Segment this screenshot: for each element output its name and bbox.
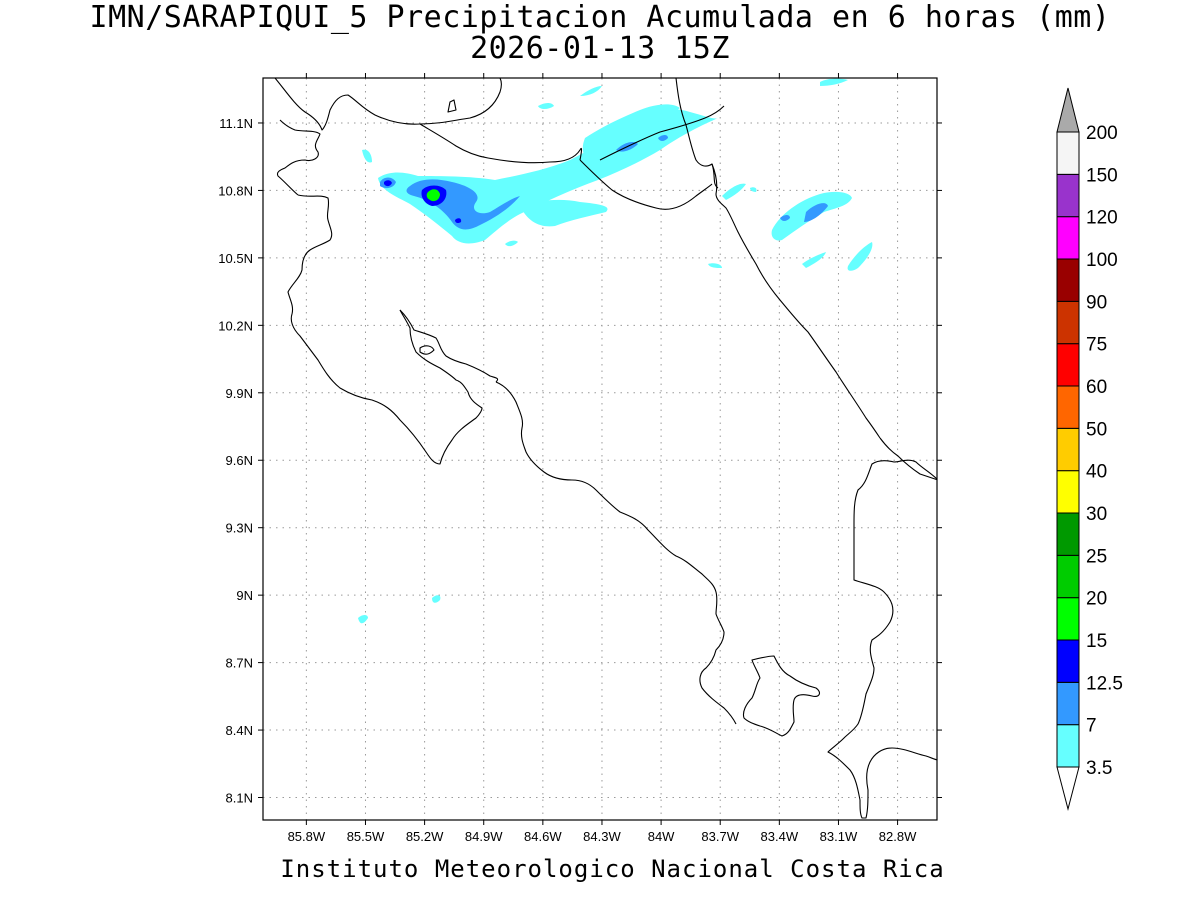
map-subtitle-datetime: 2026-01-13 15Z <box>470 31 730 66</box>
colorbar-label: 60 <box>1086 377 1107 398</box>
y-tick-label: 9.6N <box>226 453 253 468</box>
colorbar-swatch <box>1056 385 1080 429</box>
precip-area-7 <box>780 215 790 221</box>
colorbar-swatch <box>1056 131 1080 175</box>
colorbar-label: 12.5 <box>1086 673 1123 694</box>
y-tick-label: 9.9N <box>226 386 253 401</box>
y-tick-label: 8.4N <box>226 723 253 738</box>
x-tick-label: 84.9W <box>465 829 503 844</box>
precip-area-3.5 <box>582 104 680 162</box>
precip-area-3.5 <box>802 252 826 268</box>
x-tick-label: 85.2W <box>406 829 444 844</box>
x-tick-label: 83.7W <box>701 829 739 844</box>
colorbar-label: 7 <box>1086 716 1097 737</box>
precip-area-3.5 <box>580 86 602 96</box>
x-tick-label: 85.8W <box>288 829 326 844</box>
grid-lines <box>263 78 937 820</box>
colorbar-label: 15 <box>1086 631 1107 652</box>
y-tick-label: 8.7N <box>226 656 253 671</box>
colorbar-label: 30 <box>1086 504 1107 525</box>
precip-area-3.5 <box>362 149 372 163</box>
x-tick-label: 83.1W <box>820 829 858 844</box>
y-tick-label: 8.1N <box>226 791 253 806</box>
precip-area-3.5 <box>708 263 722 268</box>
y-tick-label: 9.3N <box>226 521 253 536</box>
precip-area-12.5 <box>384 180 392 187</box>
y-tick-label: 11.1N <box>219 116 253 131</box>
plot-frame <box>262 77 938 821</box>
footer-institution: Instituto Meteorologico Nacional Costa R… <box>280 855 945 883</box>
precip-area-3.5 <box>432 595 441 603</box>
colorbar-swatch <box>1056 427 1080 472</box>
precip-area-15 <box>426 189 440 202</box>
colorbar-swatch <box>1056 470 1080 514</box>
y-tick-label: 10.8N <box>218 183 253 198</box>
colorbar-label: 100 <box>1086 250 1118 271</box>
x-tick-label: 84.3W <box>583 829 621 844</box>
x-axis-longitude: 85.8W 85.5W 85.2W 84.9W 84.6W 84.3W 84W 83.7W 83… <box>288 73 917 844</box>
coastline-borders <box>274 78 937 819</box>
precip-area-3.5 <box>722 183 746 200</box>
precip-area-7 <box>804 203 828 222</box>
x-tick-label: 84W <box>648 829 675 844</box>
colorbar-swatch <box>1056 216 1080 260</box>
y-tick-label: 10.5N <box>218 251 253 266</box>
colorbar-bottom-arrow <box>1056 766 1080 811</box>
colorbar-label: 75 <box>1086 335 1107 356</box>
map-title: IMN/SARAPIQUI_5 Precipitacion Acumulada … <box>89 0 1111 35</box>
precip-area-3.5 <box>538 103 554 109</box>
colorbar-label: 25 <box>1086 546 1107 567</box>
x-tick-label: 84.6W <box>524 829 562 844</box>
colorbar-label: 150 <box>1086 165 1118 186</box>
colorbar-swatch <box>1056 554 1080 599</box>
colorbar-label: 120 <box>1086 208 1118 229</box>
y-tick-label: 9N <box>236 588 253 603</box>
x-tick-label: 83.4W <box>761 829 799 844</box>
colorbar-label: 50 <box>1086 419 1107 440</box>
colorbar-label: 3.5 <box>1086 758 1112 779</box>
colorbar-swatch <box>1056 681 1080 726</box>
colorbar-swatch <box>1056 300 1080 345</box>
colorbar-swatch <box>1056 724 1080 768</box>
x-tick-label: 82.8W <box>879 829 917 844</box>
precip-area-3.5 <box>358 615 368 624</box>
precipitation-colorbar-legend: 3.5 7 12.5 15 20 25 30 40 50 60 75 90 100 120 150 200 <box>1056 87 1123 811</box>
colorbar-swatch <box>1056 512 1080 556</box>
colorbar-label: 200 <box>1086 123 1118 144</box>
colorbar-swatch <box>1056 597 1080 641</box>
precip-area-3.5 <box>750 187 757 192</box>
precipitation-fields <box>358 78 873 624</box>
precip-area-3.5 <box>505 240 518 247</box>
y-tick-label: 10.2N <box>218 318 253 333</box>
colorbar-swatch <box>1056 258 1080 302</box>
precip-area-7 <box>658 135 668 141</box>
colorbar-top-arrow <box>1056 87 1080 133</box>
x-tick-label: 85.5W <box>347 829 385 844</box>
precip-area-12.5 <box>455 218 462 224</box>
colorbar-label: 20 <box>1086 589 1107 610</box>
precip-area-3.5 <box>520 199 608 227</box>
colorbar-label: 40 <box>1086 462 1107 483</box>
colorbar-swatch <box>1056 343 1080 387</box>
colorbar-swatch <box>1056 173 1080 218</box>
precip-area-3.5 <box>820 78 848 86</box>
precip-area-3.5 <box>847 242 873 271</box>
y-axis-latitude: 11.1N 10.8N 10.5N 10.2N 9.9N 9.6N 9.3N 9N 8.7N 8.… <box>218 116 942 806</box>
colorbar-swatch <box>1056 639 1080 683</box>
colorbar-label: 90 <box>1086 292 1107 313</box>
